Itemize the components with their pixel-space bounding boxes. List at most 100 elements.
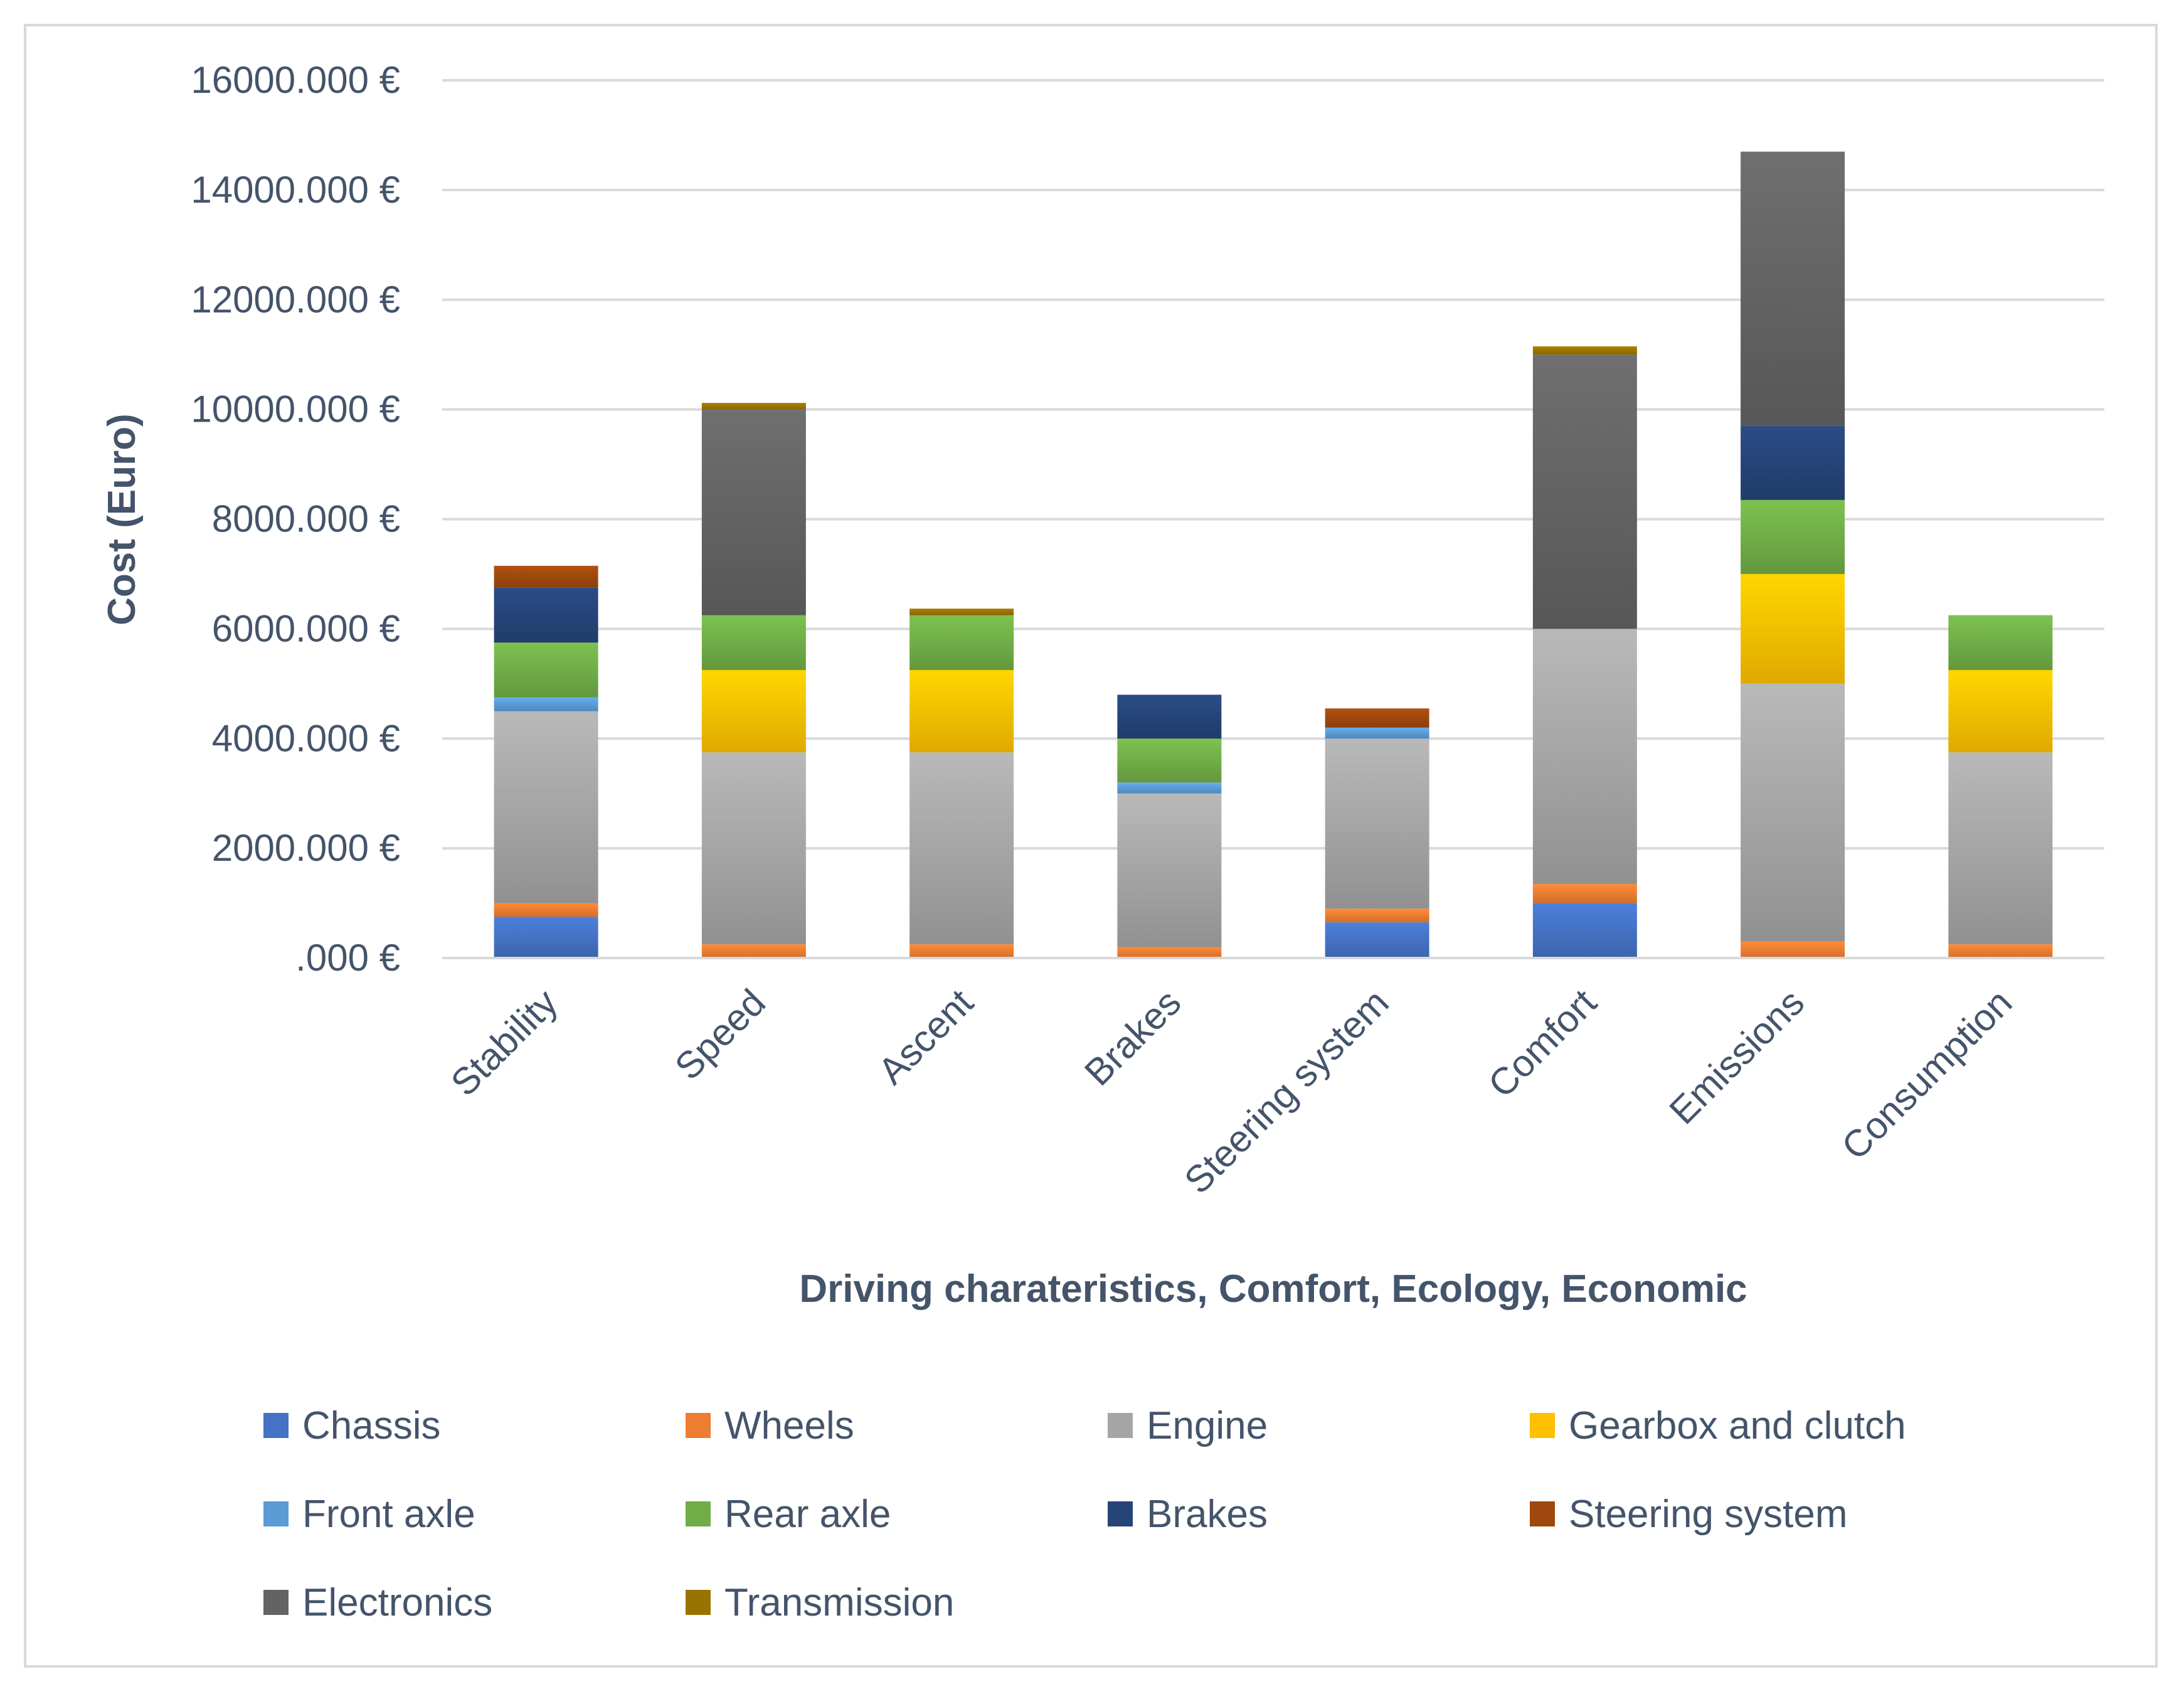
bar-segment-wheels: [494, 903, 598, 917]
y-tick-label: 12000.000 €: [191, 279, 400, 321]
y-tick-label: 14000.000 €: [191, 169, 400, 211]
legend-label: Transmission: [724, 1581, 954, 1624]
bar-segment-brakes: [494, 587, 598, 643]
y-axis-tick-labels: .000 € 2000.000 € 4000.000 € 6000.000 € 8000…: [191, 59, 400, 979]
x-tick-label: Stability: [443, 981, 566, 1104]
bar-segment-rear-axle: [1741, 499, 1845, 574]
bar-segment-engine: [1325, 738, 1429, 909]
legend-item: Electronics: [263, 1581, 492, 1624]
legend-item: Transmission: [686, 1581, 954, 1624]
legend-label: Rear axle: [724, 1493, 891, 1536]
legend-swatch: [1108, 1501, 1133, 1526]
legend-label: Front axle: [302, 1493, 475, 1536]
legend-label: Steering system: [1569, 1493, 1848, 1536]
legend-item: Gearbox and clutch: [1530, 1404, 1906, 1447]
legend-item: Steering system: [1530, 1493, 1848, 1536]
bar-segment-engine: [1532, 629, 1637, 884]
legend-item: Rear axle: [686, 1493, 891, 1536]
x-tick-label: Comfort: [1480, 981, 1604, 1105]
bar-segment-engine: [1117, 793, 1222, 947]
x-tick-label: Ascent: [870, 981, 981, 1092]
legend-item: Wheels: [686, 1404, 854, 1447]
legend-swatch: [263, 1590, 289, 1615]
bar-segment-rear-axle: [1948, 615, 2053, 670]
legend-item: Engine: [1108, 1404, 1268, 1447]
bar-segment-chassis: [1325, 922, 1429, 958]
legend-swatch: [1530, 1413, 1555, 1438]
legend-label: Wheels: [724, 1404, 854, 1447]
legend-item: Front axle: [263, 1493, 475, 1536]
x-tick-label: Emissions: [1662, 981, 1813, 1132]
y-tick-label: 4000.000 €: [212, 717, 400, 759]
bar-segment-engine: [909, 752, 1014, 945]
bar-segment-wheels: [1532, 883, 1637, 903]
y-tick-label: 10000.000 €: [191, 388, 400, 430]
bar-segment-front-axle: [494, 697, 598, 711]
bar-segment-wheels: [1948, 944, 2053, 958]
bar-segment-electronics: [701, 409, 806, 615]
bar-segment-front-axle: [1325, 727, 1429, 739]
bars: [494, 151, 2053, 958]
legend-item: Chassis: [263, 1404, 441, 1447]
y-tick-label: .000 €: [295, 937, 400, 979]
bar-stack-speed: [701, 403, 806, 958]
gridlines: [442, 79, 2104, 850]
y-tick-label: 6000.000 €: [212, 607, 400, 649]
bar-stack-ascent: [909, 609, 1014, 958]
bar-segment-brakes: [1741, 425, 1845, 500]
bar-segment-wheels: [701, 944, 806, 958]
bar-segment-brakes: [1117, 695, 1222, 739]
legend-label: Gearbox and clutch: [1569, 1404, 1906, 1447]
legend-swatch: [1108, 1413, 1133, 1438]
legend-swatch: [1530, 1501, 1555, 1526]
legend-label: Electronics: [302, 1581, 492, 1624]
legend-label: Engine: [1147, 1404, 1268, 1447]
x-tick-label: Steering system: [1176, 981, 1397, 1202]
bar-segment-transmission: [1532, 346, 1637, 355]
bar-stack-stability: [494, 565, 598, 958]
bar-segment-transmission: [701, 403, 806, 410]
bar-stack-consumption: [1948, 615, 2053, 958]
bar-segment-steering-system: [1325, 708, 1429, 728]
bar-segment-gearbox-and-clutch: [701, 669, 806, 753]
bar-segment-chassis: [494, 917, 598, 958]
bar-segment-wheels: [1741, 941, 1845, 958]
x-tick-label: Brakes: [1076, 981, 1189, 1094]
bar-segment-chassis: [1532, 903, 1637, 958]
bar-segment-rear-axle: [1117, 738, 1222, 783]
legend: Chassis Wheels Engine Gearbox and clutch Fro…: [263, 1404, 1906, 1624]
y-tick-label: 16000.000 €: [191, 59, 400, 101]
legend-label: Brakes: [1147, 1493, 1268, 1536]
y-axis-title: Cost (Euro): [100, 413, 144, 626]
bar-segment-gearbox-and-clutch: [909, 669, 1014, 753]
bar-stack-brakes: [1117, 695, 1222, 958]
bar-segment-rear-axle: [494, 642, 598, 698]
bar-segment-rear-axle: [909, 615, 1014, 670]
legend-swatch: [686, 1590, 711, 1615]
legend-swatch: [686, 1413, 711, 1438]
bar-stack-emissions: [1741, 151, 1845, 958]
legend-swatch: [263, 1413, 289, 1438]
bar-segment-rear-axle: [701, 615, 806, 670]
bar-stack-steering-system: [1325, 708, 1429, 958]
bar-segment-front-axle: [1117, 782, 1222, 794]
bar-segment-transmission: [909, 609, 1014, 615]
x-axis-title: Driving charateristics, Comfort, Ecology…: [799, 1267, 1747, 1311]
bar-segment-wheels: [1117, 947, 1222, 958]
bar-stack-comfort: [1532, 346, 1637, 958]
bar-segment-engine: [494, 711, 598, 903]
bar-segment-wheels: [909, 944, 1014, 958]
bar-segment-electronics: [1532, 354, 1637, 629]
bar-segment-gearbox-and-clutch: [1741, 573, 1845, 684]
y-tick-label: 8000.000 €: [212, 498, 400, 540]
legend-item: Brakes: [1108, 1493, 1268, 1536]
bar-segment-electronics: [1741, 151, 1845, 426]
y-tick-label: 2000.000 €: [212, 827, 400, 869]
legend-label: Chassis: [302, 1404, 441, 1447]
x-tick-label: Consumption: [1833, 981, 2020, 1168]
legend-swatch: [686, 1501, 711, 1526]
legend-swatch: [263, 1501, 289, 1526]
bar-segment-gearbox-and-clutch: [1948, 669, 2053, 753]
